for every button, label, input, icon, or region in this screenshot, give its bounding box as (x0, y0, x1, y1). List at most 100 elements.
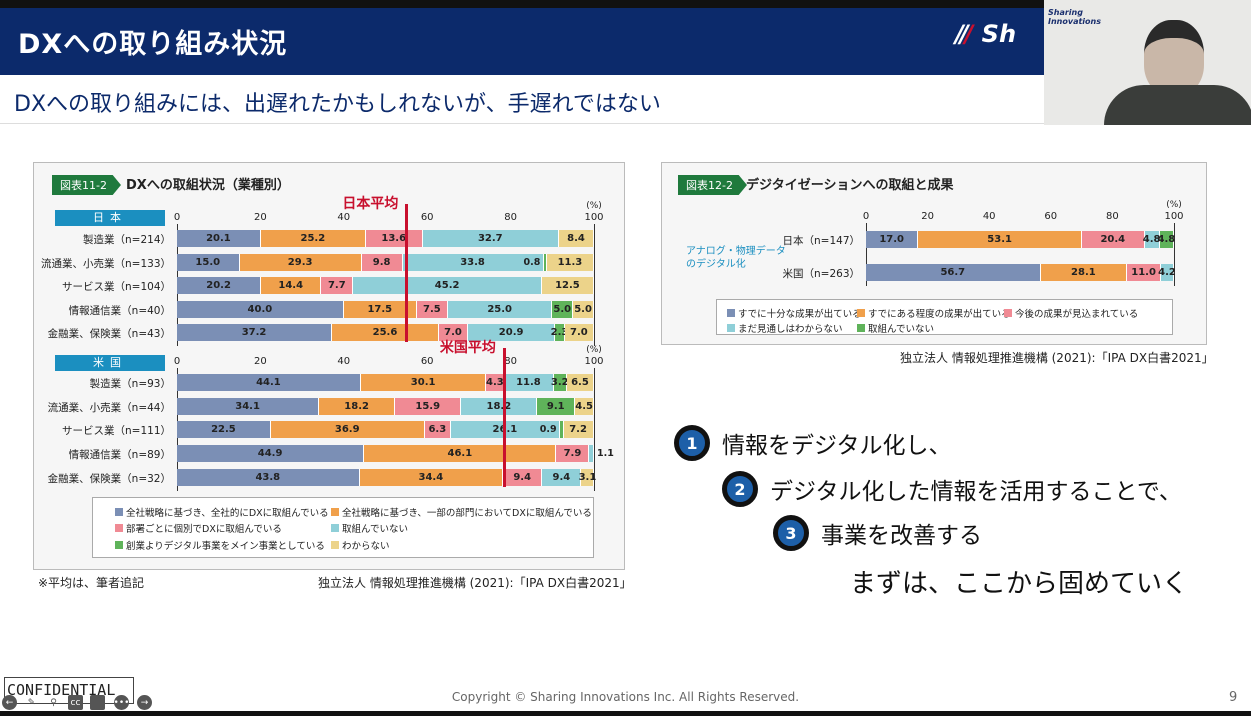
bar-segment: 11.8 (504, 373, 554, 391)
chart-title: DXへの取組状況（業種別） (126, 178, 290, 193)
point-3: 3 事業を改善する (773, 515, 982, 551)
industry-chart: 日本 0 20 40 60 80 100 (%) 製造業（n=214） 20.1 25.2 13.6 3… (0, 0, 614, 491)
legend-item: 取組んでいない (331, 521, 408, 535)
bar-segment: 9.1 (537, 397, 576, 415)
legend-item: すでに十分な成果が出ている (727, 306, 862, 320)
bar-segment: 20.2 (177, 276, 262, 294)
bar-segment: 4.5 (575, 397, 594, 415)
legend-item: 取組んでいない (857, 321, 934, 335)
legend-label: わからない (342, 541, 390, 552)
bar-segment (589, 444, 594, 462)
bar-segment: 32.7 (422, 229, 559, 247)
bar-segment (543, 253, 547, 271)
legend-label: まだ見通しはわからない (738, 324, 843, 335)
category-label: 製造業（n=93） (89, 377, 171, 390)
country-label: 米国 (55, 355, 165, 371)
bar-segment: 9.4 (503, 468, 543, 486)
bar-segment: 17.5 (343, 300, 417, 318)
legend-swatch (331, 541, 339, 549)
average-line (502, 348, 506, 487)
category-label: 製造業（n=214） (83, 233, 171, 246)
bar-segment: 46.1 (364, 444, 557, 462)
copyright: Copyright © Sharing Innovations Inc. All… (451, 690, 800, 704)
bar-segment: 7.0 (564, 323, 594, 341)
axis-unit: (%) (586, 345, 602, 355)
point-2: 2 デジタル化した情報を活用することで、 (722, 471, 1182, 507)
bar-segment: 3.1 (579, 468, 596, 486)
group-label: アナログ・物理データのデジタル化 (686, 246, 786, 270)
bar-segment: 9.8 (361, 253, 403, 271)
search-icon[interactable]: ⚲ (50, 697, 57, 708)
category-label: 金融業、保険業（n=43） (47, 327, 171, 340)
screen-icon[interactable] (90, 695, 105, 710)
legend-swatch (115, 508, 123, 516)
more-icon[interactable]: ••• (114, 695, 129, 710)
axis-line-right (594, 368, 595, 491)
axis-tick-label: 80 (1106, 211, 1119, 222)
category-label: 流通業、小売業（n=133） (41, 257, 171, 270)
bar-segment: 4.3 (486, 373, 505, 391)
axis-line (866, 223, 867, 286)
legend-swatch (727, 309, 735, 317)
chart-legend (716, 299, 1173, 335)
bar-segment: 20.1 (177, 229, 261, 247)
next-slide-icon[interactable]: → (137, 695, 152, 710)
number-badge: 2 (722, 471, 758, 507)
bar-segment: 11.0 (1127, 263, 1162, 281)
bar-segment: 2.3 (551, 323, 568, 341)
axis-unit: (%) (586, 201, 602, 211)
pen-icon[interactable]: ✎ (27, 697, 36, 708)
legend-label: すでに十分な成果が出ている (738, 309, 862, 320)
axis-tick-label: 20 (921, 211, 934, 222)
axis-tick-label: 40 (337, 356, 351, 367)
axis-tick-label: 80 (504, 356, 517, 367)
bar-segment: 29.3 (239, 253, 362, 271)
category-label: 米国（n=263） (782, 267, 861, 280)
legend-label: 取組んでいない (342, 524, 409, 535)
previous-slide-icon[interactable]: ← (2, 695, 17, 710)
bar-segment: 7.2 (563, 420, 594, 438)
bar-segment: 18.2 (319, 397, 396, 415)
legend-swatch (1004, 309, 1012, 317)
page-number: 9 (1229, 690, 1238, 705)
point-text: 事業を改善する (821, 523, 982, 549)
logo-text: Sh (981, 20, 1017, 48)
captions-icon[interactable]: cc (68, 695, 83, 710)
axis-tick-label: 100 (584, 212, 604, 223)
bar-segment: 15.0 (177, 253, 240, 271)
legend-item: 全社戦略に基づき、全社的にDXに取組んでいる (115, 505, 329, 519)
chart-note: ※平均は、筆者追記 (38, 576, 145, 590)
legend-item: 全社戦略に基づき、一部の部門においてDXに取組んでいる (331, 505, 592, 519)
bar-segment: 17.0 (866, 230, 919, 248)
axis-tick-label: 20 (254, 356, 267, 367)
average-label: 日本平均 (342, 196, 399, 212)
bar-segment: 56.7 (866, 263, 1041, 281)
legend-item: 今後の成果が見込まれている (1004, 306, 1138, 320)
figure-tag: 図表12-2 (678, 175, 747, 195)
digitization-chart: 0 20 40 60 80 100 (%) 日本（n=147） 17.0 53.1 20.4 4.8 4… (0, 0, 1184, 286)
axis-tick-label: 60 (420, 356, 434, 367)
bar-segment: 45.2 (353, 276, 542, 294)
data-label: 0.8 (523, 256, 541, 268)
figure-tag: 図表11-2 (52, 175, 121, 195)
axis-tick-label: 0 (173, 356, 181, 367)
axis-line-right (594, 224, 595, 346)
point-1: 1 情報をデジタル化し、 (674, 425, 952, 461)
category-label: 情報通信業（n=40） (68, 304, 171, 317)
axis-tick-label: 0 (173, 212, 181, 223)
legend-label: 部署ごとに個別でDXに取組んでいる (126, 524, 282, 535)
bar-segment: 9.4 (542, 468, 582, 486)
axis-tick-label: 100 (1164, 211, 1184, 222)
category-label: 情報通信業（n=89） (68, 448, 171, 461)
window-top-bar (0, 0, 1251, 8)
bar-segment: 33.8 (402, 253, 544, 271)
legend-label: すでにある程度の成果が出ている (868, 309, 1011, 320)
bar-segment: 13.6 (365, 229, 423, 247)
webcam-brand: Sharing Innovations (1048, 8, 1101, 26)
category-label: 日本（n=147） (782, 234, 861, 247)
bar-segment: 25.6 (332, 323, 439, 341)
chart-title: デジタイゼーションへの取組と成果 (746, 178, 954, 193)
bar-segment: 44.1 (177, 373, 361, 391)
slide-subtitle: DXへの取り組みには、出遅れたかもしれないが、手遅れではない (14, 92, 661, 117)
bar-segment: 5.0 (552, 300, 574, 318)
